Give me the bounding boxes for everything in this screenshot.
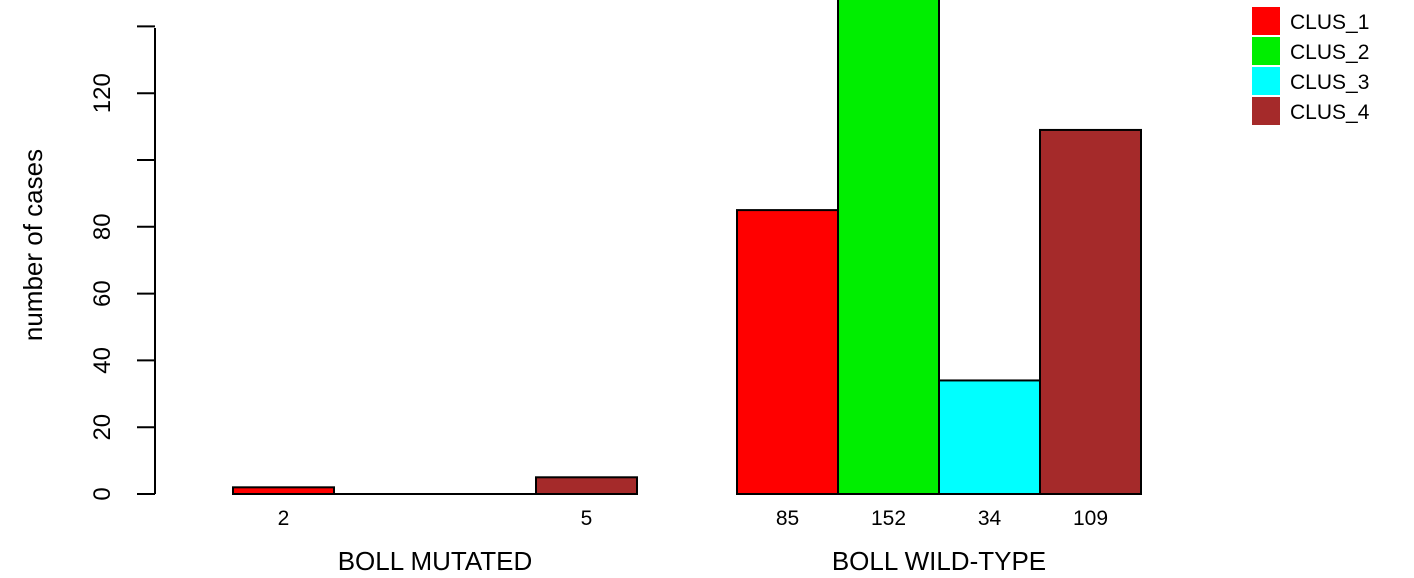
bar-count-label: 109	[1073, 507, 1108, 530]
y-axis-label: number of cases	[18, 149, 48, 341]
legend-label: CLUS_2	[1290, 41, 1369, 64]
bar-count-label: 34	[978, 507, 1002, 530]
bar-clus-4	[1039, 128, 1142, 495]
y-tick-label: 40	[89, 347, 116, 374]
legend-item: CLUS_4	[1252, 97, 1370, 125]
y-tick-label: 120	[89, 73, 116, 113]
bar-clus-3	[938, 379, 1041, 495]
y-tick-label: 0	[89, 487, 116, 500]
y-tick-label: 60	[89, 280, 116, 307]
legend-item: CLUS_3	[1252, 67, 1369, 95]
legend-item: CLUS_2	[1252, 37, 1369, 65]
legend-label: CLUS_4	[1290, 101, 1370, 124]
bar-groups: 2 5 BOLL MUTATED 85 152 34 109 BOLL WILD-TYPE	[232, 0, 1142, 576]
legend-swatch	[1252, 97, 1280, 125]
bar-count-label: 85	[776, 507, 799, 530]
legend-item: CLUS_1	[1252, 7, 1369, 35]
y-axis: 0 20 40 60 80 120	[89, 25, 156, 501]
bar-group: 85 152 34 109 BOLL WILD-TYPE	[736, 0, 1142, 576]
legend: CLUS_1 CLUS_2 CLUS_3 CLUS_4	[1252, 7, 1370, 125]
y-tick-label: 80	[89, 213, 116, 240]
legend-label: CLUS_3	[1290, 71, 1369, 94]
bar-count-label: 5	[581, 507, 593, 530]
bar-clus-1	[736, 209, 839, 495]
bar-clus-2	[837, 0, 940, 495]
legend-label: CLUS_1	[1290, 11, 1369, 34]
y-tick-label: 20	[89, 414, 116, 441]
group-label: BOLL WILD-TYPE	[832, 546, 1046, 576]
bar-count-label: 152	[871, 507, 906, 530]
bar-group: 2 5 BOLL MUTATED	[232, 476, 638, 576]
bar-clus-4	[535, 476, 638, 495]
legend-swatch	[1252, 7, 1280, 35]
bar-count-label: 2	[278, 507, 290, 530]
legend-swatch	[1252, 37, 1280, 65]
group-label: BOLL MUTATED	[338, 546, 533, 576]
bar-clus-1	[232, 486, 335, 496]
legend-swatch	[1252, 67, 1280, 95]
